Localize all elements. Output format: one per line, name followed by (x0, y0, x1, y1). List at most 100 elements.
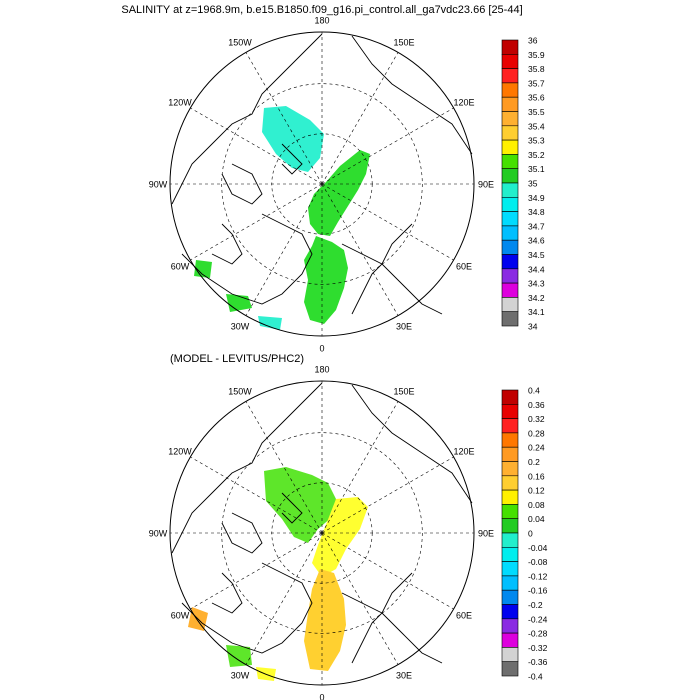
colorbar-box-1-6 (501, 125, 519, 141)
coastline-2-0 (171, 382, 323, 554)
data-region-1-3 (194, 260, 212, 278)
colorbar-label-1-12: 34.8 (528, 207, 545, 217)
lon-label-2-90E: 90E (478, 529, 494, 539)
colorbar-box-2-5 (501, 461, 519, 477)
coastline-2-5 (281, 492, 303, 524)
colorbar-box-2-7 (501, 489, 519, 505)
colorbar-box-2-17 (501, 632, 519, 648)
lon-label-1-90W: 90W (149, 180, 168, 190)
colorbar-box-1-17 (501, 282, 519, 298)
lon-label-2-60E: 60E (456, 611, 472, 621)
colorbar-label-2-16: -0.24 (528, 614, 548, 624)
lon-label-1-90E: 90E (478, 180, 494, 190)
colorbar-box-2-9 (501, 518, 519, 534)
colorbar-box-2-16 (501, 618, 519, 634)
colorbar-box-1-14 (501, 239, 519, 255)
colorbar-box-1-5 (501, 111, 519, 127)
colorbar-label-2-4: 0.24 (528, 443, 545, 453)
lon-label-2-0: 0 (319, 693, 324, 700)
lon-label-1-150E: 150E (393, 38, 414, 48)
colorbar-label-1-6: 35.4 (528, 121, 545, 131)
data-region-1-5 (258, 316, 282, 330)
lon-label-1-120W: 120W (168, 98, 192, 108)
colorbar-box-1-1 (501, 53, 519, 69)
meridian-1-5 (190, 183, 323, 261)
colorbar-label-1-20: 34 (528, 322, 538, 332)
colorbar-label-2-15: -0.2 (528, 600, 543, 610)
meridian-1-10 (321, 52, 399, 185)
lon-label-1-180: 180 (314, 16, 329, 26)
data-region-1-2 (304, 236, 348, 324)
meridian-1-7 (190, 107, 323, 185)
map-boundary-1 (169, 31, 475, 337)
meridian-2-11 (321, 456, 454, 534)
colorbar-label-1-17: 34.3 (528, 279, 545, 289)
chart-title-1: SALINITY at z=1968.9m, b.e15.B1850.f09_g… (121, 4, 522, 16)
coastline-2-3 (341, 592, 443, 664)
meridian-2-10 (321, 401, 399, 534)
lon-label-2-120E: 120E (453, 447, 474, 457)
colorbar-label-2-12: -0.08 (528, 557, 548, 567)
colorbar-label-1-11: 34.9 (528, 193, 545, 203)
coastline-2-6 (351, 572, 413, 664)
panel-salinity: SALINITY at z=1968.9m, b.e15.B1850.f09_g… (121, 4, 544, 354)
colorbar-label-1-9: 35.1 (528, 164, 545, 174)
colorbar-box-1-9 (501, 168, 519, 184)
colorbar-box-2-3 (501, 432, 519, 448)
data-region-1-0 (308, 150, 370, 236)
colorbar-box-1-19 (501, 311, 519, 327)
colorbar-box-1-16 (501, 268, 519, 284)
colorbar-label-1-7: 35.3 (528, 136, 545, 146)
meridian-1-11 (321, 107, 454, 185)
coastline-1-5 (281, 143, 303, 175)
colorbar-label-2-5: 0.2 (528, 457, 540, 467)
lon-label-2-60W: 60W (171, 611, 190, 621)
colorbar-label-2-19: -0.36 (528, 657, 548, 667)
lat-circle-1-1 (221, 83, 423, 285)
colorbar-box-1-7 (501, 139, 519, 155)
meridian-1-8 (245, 52, 323, 185)
data-region-2-1 (312, 497, 368, 577)
colorbar-box-2-15 (501, 604, 519, 620)
colorbar-label-1-3: 35.7 (528, 78, 545, 88)
lon-label-2-90W: 90W (149, 529, 168, 539)
colorbar-label-1-19: 34.1 (528, 307, 545, 317)
colorbar-box-1-4 (501, 96, 519, 112)
colorbar-label-1-2: 35.8 (528, 64, 545, 74)
colorbar-label-2-20: -0.4 (528, 672, 543, 682)
colorbar-box-2-8 (501, 504, 519, 519)
colorbar-box-2-11 (501, 546, 519, 562)
colorbar-label-2-7: 0.12 (528, 486, 545, 496)
coastline-2-7 (211, 572, 243, 614)
colorbar-label-1-18: 34.2 (528, 293, 545, 303)
colorbar-label-2-8: 0.08 (528, 500, 545, 510)
lon-label-1-120E: 120E (453, 98, 474, 108)
lon-label-2-120W: 120W (168, 447, 192, 457)
coastline-1-0 (171, 33, 323, 205)
coastline-1-3 (341, 243, 443, 315)
colorbar-box-2-12 (501, 561, 519, 577)
colorbar-label-1-5: 35.5 (528, 107, 545, 117)
colorbar-label-1-16: 34.4 (528, 264, 545, 274)
lon-label-2-150W: 150W (228, 387, 252, 397)
colorbar-box-2-1 (501, 403, 519, 419)
colorbar-label-1-8: 35.2 (528, 150, 545, 160)
colorbar-box-2-6 (501, 475, 519, 491)
coastline-1-2 (181, 213, 313, 305)
colorbar-box-2-2 (501, 418, 519, 434)
meridian-2-7 (190, 456, 323, 534)
colorbar-label-1-10: 35 (528, 179, 538, 189)
colorbar-label-1-4: 35.6 (528, 93, 545, 103)
colorbar-label-2-17: -0.28 (528, 629, 548, 639)
panel-difference: (MODEL - LEVITUS/PHC2) 180 150E 120E 90E 60E… (149, 353, 548, 700)
colorbar-label-2-1: 0.36 (528, 400, 545, 410)
colorbar-box-1-15 (501, 254, 519, 270)
data-region-1-1 (262, 106, 324, 172)
colorbar-box-1-10 (501, 182, 519, 198)
meridian-2-4 (245, 532, 323, 665)
colorbar-box-1-12 (501, 211, 519, 227)
colorbar-box-1-11 (501, 197, 519, 212)
coastline-1-4 (221, 163, 263, 205)
lon-label-1-0: 0 (319, 344, 324, 354)
